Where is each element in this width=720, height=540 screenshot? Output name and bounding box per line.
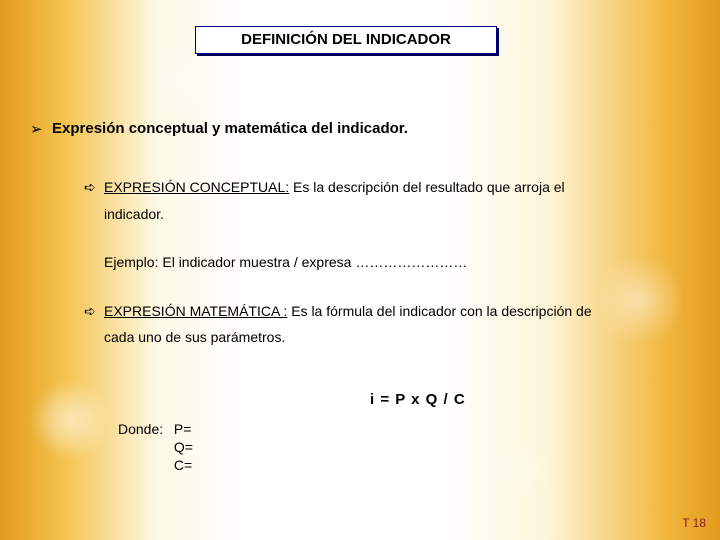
title-box: DEFINICIÓN DEL INDICADOR (195, 26, 497, 54)
subitem-matematica-rest: Es la fórmula del indicador con la descr… (287, 303, 591, 319)
donde-q: Q= (174, 439, 193, 455)
example-line: Ejemplo: El indicador muestra / expresa … (104, 249, 690, 276)
slide: DEFINICIÓN DEL INDICADOR ➢ Expresión con… (0, 0, 720, 540)
subitem-matematica-lead: EXPRESIÓN MATEMÁTICA : (104, 303, 287, 319)
subitems: ➪ EXPRESIÓN CONCEPTUAL: Es la descripció… (84, 174, 690, 351)
subitem-conceptual-line1: EXPRESIÓN CONCEPTUAL: Es la descripción … (104, 174, 565, 201)
title-text: DEFINICIÓN DEL INDICADOR (241, 31, 451, 48)
donde-row-q: Q= (118, 438, 193, 456)
heading-text: Expresión conceptual y matemática del in… (52, 120, 408, 138)
subitem-conceptual-rest: Es la descripción del resultado que arro… (289, 179, 565, 195)
donde-block: Donde: P= Q= C= (118, 420, 193, 475)
subitem-matematica-cont: cada uno de sus parámetros. (104, 324, 690, 351)
subitem-matematica-line1: EXPRESIÓN MATEMÁTICA : Es la fórmula del… (104, 298, 592, 325)
heading-row: ➢ Expresión conceptual y matemática del … (30, 120, 690, 138)
donde-p: P= (174, 421, 192, 437)
donde-row-c: C= (118, 456, 193, 474)
formula: i = P x Q / C (370, 386, 466, 415)
subitem-matematica: ➪ EXPRESIÓN MATEMÁTICA : Es la fórmula d… (84, 298, 690, 325)
subitem-conceptual-cont: indicador. (104, 201, 690, 228)
arrow-right-icon: ➪ (84, 174, 104, 201)
donde-c: C= (174, 457, 192, 473)
footer-page: T 18 (682, 516, 706, 530)
chevron-right-icon: ➢ (30, 120, 52, 138)
arrow-right-icon: ➪ (84, 298, 104, 325)
donde-row-p: Donde: P= (118, 420, 193, 438)
subitem-conceptual-lead: EXPRESIÓN CONCEPTUAL: (104, 179, 289, 195)
subitem-conceptual: ➪ EXPRESIÓN CONCEPTUAL: Es la descripció… (84, 174, 690, 201)
donde-label: Donde: (118, 420, 170, 438)
body: ➢ Expresión conceptual y matemática del … (0, 120, 720, 351)
